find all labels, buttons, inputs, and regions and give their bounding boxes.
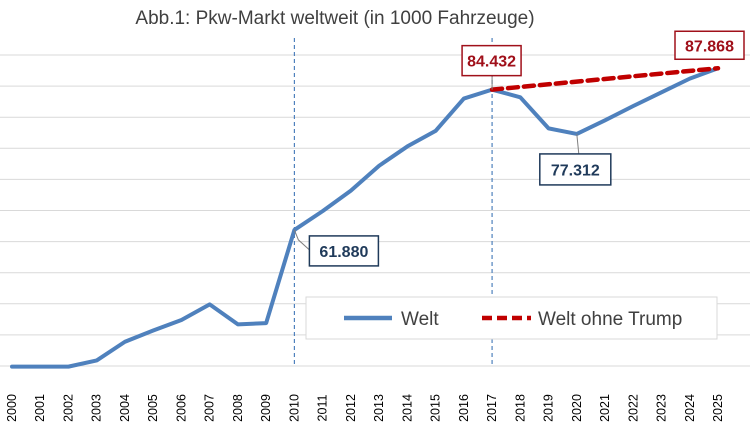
callout-leader-line bbox=[293, 229, 310, 251]
x-tick-2006: 2006 bbox=[174, 394, 188, 422]
x-tick-2001: 2001 bbox=[33, 394, 47, 422]
series-lines bbox=[10, 66, 721, 369]
x-tick-2014: 2014 bbox=[400, 394, 414, 422]
x-tick-2018: 2018 bbox=[513, 394, 527, 422]
x-axis-tick-labels: 2000 2001 2002 2003 2004 2005 2006 2007 2008 2009… bbox=[5, 394, 725, 422]
legend-box bbox=[305, 296, 718, 340]
x-tick-2021: 2021 bbox=[598, 394, 612, 422]
x-tick-2008: 2008 bbox=[231, 394, 245, 422]
x-tick-2022: 2022 bbox=[626, 394, 640, 422]
callout-box bbox=[539, 153, 612, 186]
callout-2010: 61.880 bbox=[293, 229, 380, 267]
callout-2025: 87.868 bbox=[674, 30, 745, 61]
x-tick-2011: 2011 bbox=[316, 395, 330, 422]
x-tick-2016: 2016 bbox=[457, 394, 471, 422]
x-tick-2013: 2013 bbox=[372, 394, 386, 422]
callout-2020: 77.312 bbox=[539, 133, 612, 186]
callout-label: 87.868 bbox=[685, 38, 734, 55]
callout-leader-line bbox=[576, 133, 580, 154]
callout-box bbox=[308, 235, 380, 267]
x-tick-2024: 2024 bbox=[683, 394, 697, 422]
x-tick-2023: 2023 bbox=[655, 394, 669, 422]
callout-2017: 84.432 bbox=[461, 44, 522, 90]
x-tick-2005: 2005 bbox=[146, 394, 160, 422]
legend: Welt Welt ohne Trump bbox=[305, 296, 718, 340]
x-tick-2009: 2009 bbox=[259, 394, 273, 422]
x-tick-2012: 2012 bbox=[344, 394, 358, 422]
callout-box bbox=[461, 44, 522, 77]
series-line-welt bbox=[10, 66, 720, 369]
x-tick-2007: 2007 bbox=[203, 394, 217, 422]
x-tick-2025: 2025 bbox=[711, 394, 725, 422]
callout-label: 77.312 bbox=[551, 162, 600, 179]
x-tick-2019: 2019 bbox=[542, 394, 556, 422]
x-tick-2003: 2003 bbox=[90, 394, 104, 422]
legend-label-welt: Welt bbox=[401, 309, 439, 330]
series-line-welt-ohne-trump bbox=[489, 66, 721, 92]
x-tick-2020: 2020 bbox=[570, 394, 584, 422]
x-tick-2004: 2004 bbox=[118, 394, 132, 422]
x-tick-2002: 2002 bbox=[61, 394, 75, 422]
callouts: 61.880 84.432 77.312 87.868 bbox=[293, 30, 745, 267]
legend-label-welt-ohne-trump: Welt ohne Trump bbox=[538, 309, 682, 330]
callout-label: 61.880 bbox=[319, 244, 368, 261]
x-tick-2015: 2015 bbox=[429, 394, 443, 422]
x-tick-2010: 2010 bbox=[287, 394, 301, 422]
callout-label: 84.432 bbox=[467, 54, 516, 71]
callout-box bbox=[674, 30, 745, 61]
x-tick-2000: 2000 bbox=[5, 394, 19, 422]
x-tick-2017: 2017 bbox=[485, 394, 499, 422]
chart-title: Abb.1: Pkw-Markt weltweit (in 1000 Fahrz… bbox=[135, 8, 534, 29]
